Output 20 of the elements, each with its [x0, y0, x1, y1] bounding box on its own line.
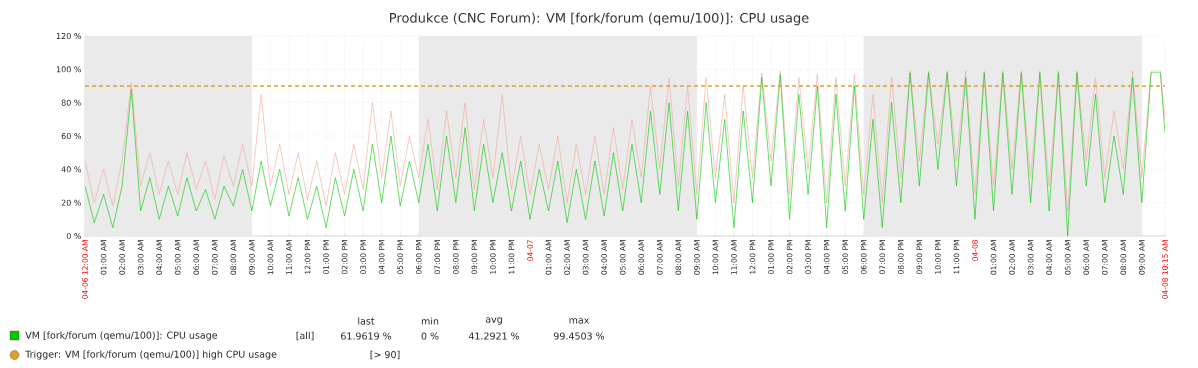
- text: [all]: [296, 331, 314, 341]
- text: 41.2921 %: [468, 332, 520, 340]
- chart-title: Produkce (CNC Forum): VM [fork/forum (qemu/100)]: CPU usage: [390, 12, 809, 26]
- legend-label: VM [fork/forum (qemu/100)]: CPU usage: [25, 331, 218, 341]
- text: 61.9619 %: [341, 332, 392, 340]
- text: max: [569, 318, 590, 324]
- y-tick-label: 20 %: [61, 199, 82, 206]
- legend-label: Trigger: VM [fork/forum (qemu/100)] high CPU usage: [25, 350, 277, 360]
- y-tick-label: 80 %: [61, 99, 82, 106]
- text: last: [358, 317, 375, 325]
- y-tick-label: 60 %: [61, 132, 82, 140]
- y-tick-label: 120 %: [56, 32, 82, 40]
- y-tick-label: 100 %: [56, 66, 82, 73]
- text: avg: [485, 317, 502, 325]
- text: 99.4503 %: [553, 332, 605, 340]
- y-tick-label: 40 %: [61, 166, 82, 173]
- text: min: [421, 317, 439, 325]
- text: [> 90]: [370, 350, 400, 360]
- y-tick-label: 0 %: [66, 232, 82, 240]
- text: 0 %: [421, 332, 439, 340]
